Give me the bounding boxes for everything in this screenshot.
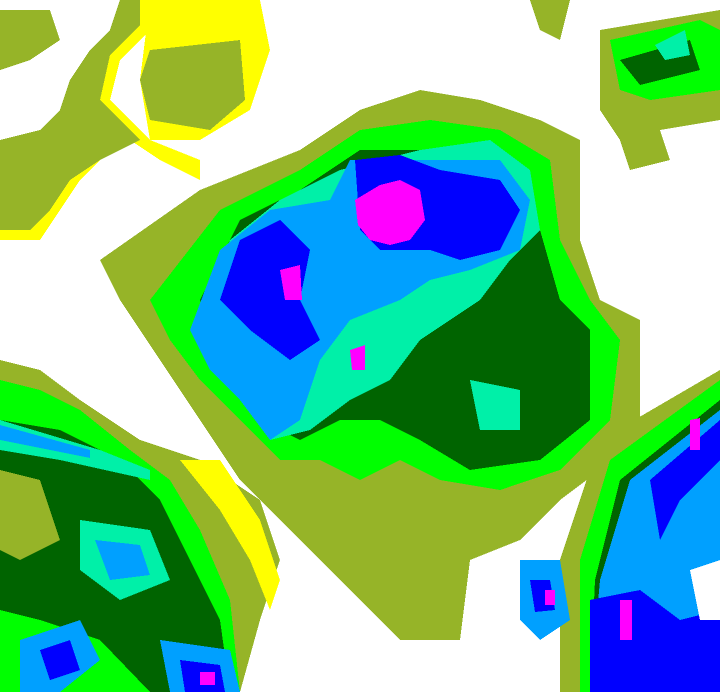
lower-right-storm xyxy=(520,370,720,692)
lower-left-region xyxy=(0,360,280,692)
sky-blue-region xyxy=(0,425,90,458)
magenta-region xyxy=(200,672,215,685)
magenta-region xyxy=(280,265,302,300)
top-left-band xyxy=(0,0,270,240)
magenta-region xyxy=(355,180,425,245)
top-right-band xyxy=(530,0,720,170)
olive-region xyxy=(0,10,60,70)
magenta-region xyxy=(620,600,632,640)
aquamarine-region xyxy=(470,380,520,430)
aquamarine-region xyxy=(655,30,690,60)
olive-region xyxy=(620,130,670,170)
magenta-region xyxy=(350,345,365,370)
blue-region xyxy=(650,420,720,540)
blue-region xyxy=(40,640,80,680)
olive-region xyxy=(0,470,60,560)
olive-region xyxy=(530,0,570,40)
magenta-region xyxy=(545,590,555,605)
central-storm xyxy=(100,90,640,640)
magenta-region xyxy=(690,418,700,450)
sky-blue-region xyxy=(95,540,150,580)
olive-region xyxy=(140,40,245,130)
blue-region xyxy=(220,220,320,360)
background-region xyxy=(690,560,720,620)
yellow-region xyxy=(180,460,280,610)
